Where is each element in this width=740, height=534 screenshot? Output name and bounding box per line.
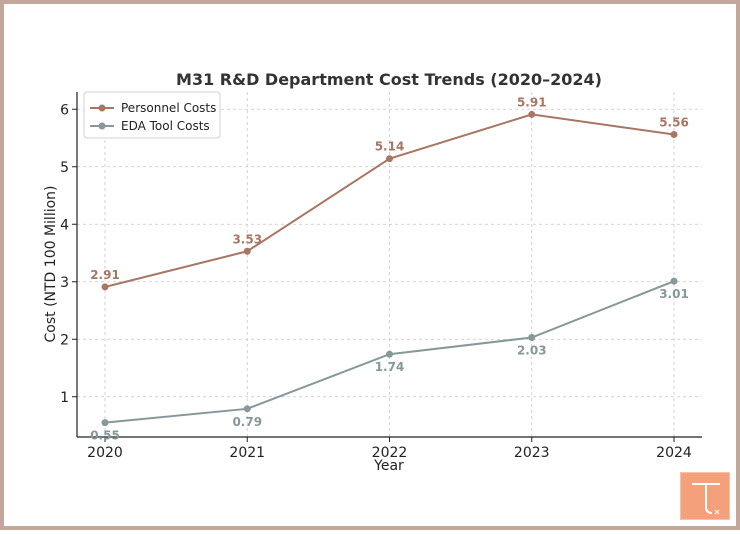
data-label: 5.56 (659, 116, 689, 130)
data-point (528, 110, 536, 118)
x-tick-label: 2024 (656, 445, 692, 461)
data-label: 3.01 (659, 287, 689, 301)
data-label: 2.03 (517, 344, 547, 358)
legend-marker-eda (98, 122, 106, 130)
y-tick-label: 2 (60, 332, 69, 348)
data-point (528, 334, 536, 342)
brand-logo (680, 472, 730, 520)
data-label: 5.14 (375, 140, 405, 154)
t-logo-icon (692, 483, 720, 515)
x-tick-label: 2021 (229, 445, 265, 461)
x-tick-label: 2022 (372, 445, 408, 461)
data-point (670, 277, 678, 285)
legend-label-personnel: Personnel Costs (121, 101, 216, 115)
data-label: 3.53 (232, 232, 262, 246)
data-label: 2.91 (90, 268, 120, 282)
data-point (243, 405, 251, 413)
data-point (101, 419, 109, 427)
legend-label-eda: EDA Tool Costs (121, 119, 210, 133)
data-point (670, 131, 678, 139)
data-label: 0.55 (90, 429, 120, 443)
x-tick-label: 2020 (87, 445, 123, 461)
data-labels: 2.91 3.53 5.14 5.91 5.56 0.55 0.79 1.74 2.03 3.01 (90, 95, 689, 442)
y-tick-label: 6 (60, 102, 69, 118)
y-ticks: 1 2 3 4 5 6 (60, 102, 77, 406)
legend: Personnel Costs EDA Tool Costs (83, 91, 221, 139)
legend-box (83, 91, 221, 139)
data-point (386, 155, 393, 163)
y-tick-label: 3 (60, 275, 69, 291)
data-label: 0.79 (232, 415, 262, 429)
data-label: 5.91 (517, 95, 547, 109)
data-point (101, 283, 109, 291)
x-tick-label: 2023 (514, 445, 550, 461)
line-chart: 2020 2021 2022 2023 2024 1 2 3 4 5 6 2.91 3.53 5.14… (43, 70, 702, 474)
data-point (386, 350, 393, 358)
data-point (243, 247, 251, 255)
series (101, 110, 678, 427)
legend-marker-personnel (98, 104, 106, 112)
y-tick-label: 1 (60, 390, 69, 406)
chart-title: M31 R&D Department Cost Trends (2020–202… (176, 70, 602, 89)
y-tick-label: 5 (60, 160, 69, 176)
y-tick-label: 4 (60, 217, 69, 233)
data-label: 1.74 (375, 360, 405, 374)
y-axis-label: Cost (NTD 100 Million) (43, 185, 59, 342)
x-ticks: 2020 2021 2022 2023 2024 (87, 437, 692, 461)
x-axis-label: Year (373, 458, 404, 474)
